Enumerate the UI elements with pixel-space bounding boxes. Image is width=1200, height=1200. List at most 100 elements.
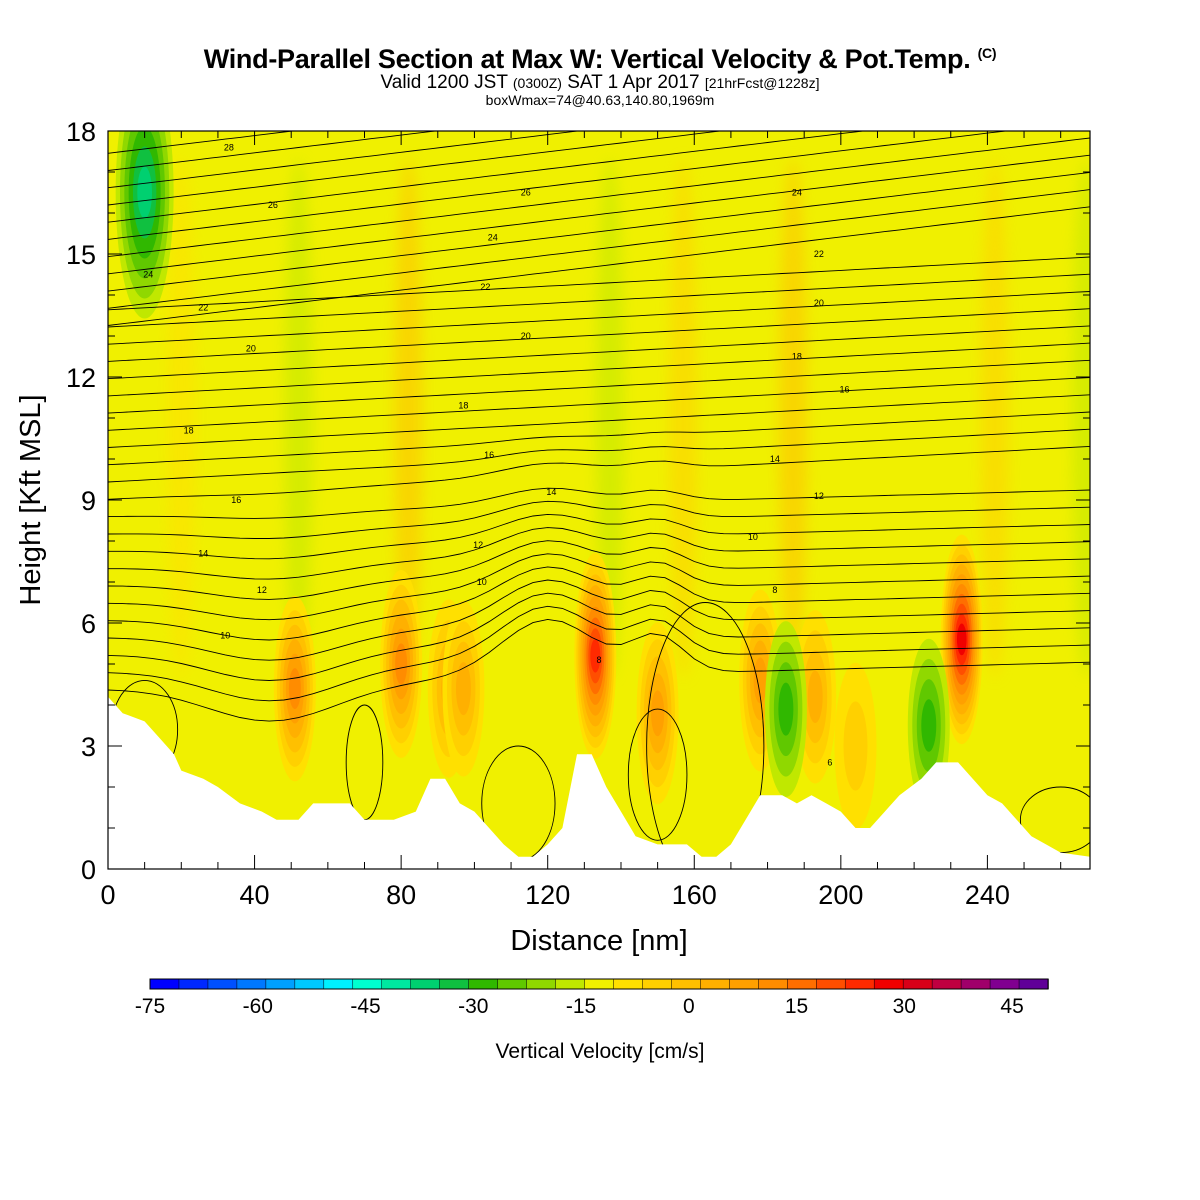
colorbar-frame bbox=[149, 978, 1049, 990]
x-tick-label: 160 bbox=[672, 880, 717, 910]
y-tick-label: 12 bbox=[66, 363, 96, 393]
theta-contour-line bbox=[108, 189, 1090, 309]
colorbar-tick-label: -75 bbox=[135, 995, 165, 1018]
contour-label: 24 bbox=[792, 188, 802, 198]
valid-date: SAT 1 Apr 2017 bbox=[567, 72, 700, 93]
contour-label: 16 bbox=[839, 384, 849, 394]
x-tick-label: 240 bbox=[965, 880, 1010, 910]
colorbar-swatch bbox=[700, 978, 731, 990]
w-cell-downdraft bbox=[921, 699, 937, 752]
colorbar-swatch bbox=[758, 978, 789, 990]
colorbar-tick-label: 30 bbox=[893, 995, 916, 1018]
colorbar-swatch bbox=[729, 978, 760, 990]
theta-contour-line bbox=[108, 618, 1090, 722]
colorbar-swatch bbox=[323, 978, 354, 990]
w-cell-updraft bbox=[956, 623, 967, 656]
theta-contour-line bbox=[108, 394, 1090, 448]
colorbar-swatch bbox=[149, 978, 180, 990]
colorbar-swatch bbox=[265, 978, 296, 990]
contour-label: 20 bbox=[814, 298, 824, 308]
contour-label: 16 bbox=[231, 495, 241, 505]
colorbar-swatch bbox=[642, 978, 673, 990]
forecast-info: [21hrFcst@1228z] bbox=[704, 75, 820, 91]
theta-contour-line bbox=[108, 411, 1090, 466]
contour-label: 20 bbox=[246, 343, 256, 353]
valid-time: Valid 1200 JST bbox=[380, 72, 508, 93]
contour-labels: 28 26 26 24 24 24 22 22 22 20 20 20 18 18 18 16 16 16 14 14… bbox=[143, 142, 849, 767]
theta-contour-line bbox=[108, 131, 440, 171]
colorbar-swatch bbox=[671, 978, 702, 990]
theta-contour-line bbox=[108, 579, 1090, 661]
contour-label: 10 bbox=[220, 630, 230, 640]
w-cell-updraft bbox=[843, 701, 868, 791]
theta-contour-line bbox=[108, 553, 1090, 621]
contour-label: 12 bbox=[257, 585, 267, 595]
contour-label: 6 bbox=[827, 757, 832, 767]
chart-title-text: Wind-Parallel Section at Max W: Vertical… bbox=[203, 44, 971, 74]
w-cell-downdraft bbox=[778, 682, 794, 736]
theta-contour-line bbox=[108, 377, 1090, 431]
contour-label: 12 bbox=[814, 491, 824, 501]
colorbar-swatch bbox=[960, 978, 991, 990]
colorbar-swatch bbox=[497, 978, 528, 990]
theta-contour-line bbox=[108, 137, 1090, 258]
colorbar-tick-label: 15 bbox=[785, 995, 808, 1018]
copyright-mark: (C) bbox=[977, 45, 997, 61]
colorbar-tick-label: 45 bbox=[1000, 995, 1023, 1018]
theta-contour-line bbox=[108, 131, 297, 154]
y-tick-label: 0 bbox=[81, 855, 96, 885]
theta-closed-contour bbox=[627, 708, 688, 841]
colorbar-tick-label: -30 bbox=[458, 995, 488, 1018]
contour-label: 26 bbox=[268, 200, 278, 210]
x-tick-label: 200 bbox=[818, 880, 863, 910]
theta-contour-line bbox=[108, 428, 1090, 483]
colorbar-swatch bbox=[613, 978, 644, 990]
field-streak bbox=[284, 158, 313, 678]
colorbar-tick-label: -45 bbox=[350, 995, 380, 1018]
theta-contour-line bbox=[108, 500, 1090, 539]
theta-contour-line bbox=[108, 206, 1090, 326]
colorbar-swatch bbox=[178, 978, 209, 990]
chart-subtitle: Valid 1200 JST (0300Z) SAT 1 Apr 2017 [2… bbox=[0, 72, 1200, 94]
colorbar-swatch bbox=[352, 978, 383, 990]
field-streak bbox=[1072, 158, 1090, 678]
w-cell-downdraft bbox=[137, 166, 152, 219]
theta-contour-line bbox=[108, 527, 1090, 580]
vertical-velocity-field bbox=[115, 131, 1090, 830]
colorbar-swatch bbox=[844, 978, 875, 990]
theta-contour-line bbox=[108, 308, 1090, 362]
y-tick-label: 6 bbox=[81, 609, 96, 639]
w-cell-updraft bbox=[395, 643, 408, 685]
theta-contour-line bbox=[108, 513, 1090, 560]
theta-contour-line bbox=[108, 566, 1090, 641]
contour-label: 12 bbox=[473, 540, 483, 550]
theta-contour-line bbox=[108, 540, 1090, 600]
contour-label: 14 bbox=[546, 487, 556, 497]
colorbar-tick-label: -15 bbox=[566, 995, 596, 1018]
theta-contour-line bbox=[108, 359, 1090, 414]
x-tick-label: 80 bbox=[386, 880, 416, 910]
colorbar-swatch bbox=[584, 978, 615, 990]
field-streak bbox=[779, 158, 808, 678]
terrain-mask bbox=[108, 696, 1090, 869]
w-cell-updraft bbox=[590, 639, 601, 673]
x-tick-label: 120 bbox=[525, 880, 570, 910]
colorbar-swatch bbox=[410, 978, 441, 990]
terrain-ground bbox=[108, 696, 1090, 869]
contour-label: 14 bbox=[198, 548, 208, 558]
x-axis-label: Distance [nm] bbox=[510, 925, 687, 957]
contour-label: 16 bbox=[484, 450, 494, 460]
x-tick-label: 0 bbox=[100, 880, 115, 910]
colorbar-swatch bbox=[555, 978, 586, 990]
theta-contour-line bbox=[108, 131, 867, 223]
colorbar-swatch bbox=[236, 978, 267, 990]
w-cell-updraft bbox=[288, 668, 301, 710]
colorbar-swatch bbox=[468, 978, 499, 990]
theta-closed-contour bbox=[646, 602, 765, 869]
colorbar: -75 -60 -45 -30 -15 0 15 30 45 Vertical Velocity … bbox=[135, 978, 1049, 1063]
colorbar-swatch bbox=[1018, 978, 1049, 990]
theta-contour-line bbox=[108, 291, 1090, 345]
field-streak bbox=[980, 158, 1009, 678]
field-streak bbox=[595, 158, 624, 678]
colorbar-swatch bbox=[381, 978, 412, 990]
